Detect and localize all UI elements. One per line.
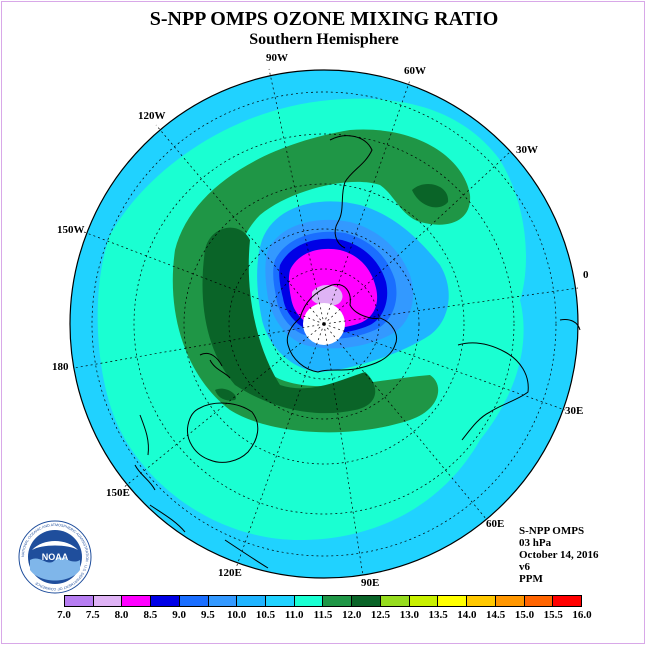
- coastline-new-zealand: [149, 504, 269, 569]
- coastline-antarctica: [286, 283, 397, 373]
- lon-label-30e: 30E: [565, 405, 583, 417]
- lon-label-150w: 150W: [57, 224, 85, 236]
- colorbar-swatch: [237, 596, 267, 606]
- colorbar-swatch: [294, 596, 324, 606]
- info-date: October 14, 2016: [519, 549, 599, 561]
- colorbar-swatch: [524, 596, 554, 606]
- coastline-australia: [186, 402, 259, 463]
- colorbar-swatch: [409, 596, 439, 606]
- info-units: PPM: [519, 573, 543, 585]
- noaa-logo-bird: [32, 541, 78, 550]
- colorbar-swatch: [467, 596, 496, 606]
- colorbar-tick-label: 11.5: [313, 609, 333, 621]
- lon-label-30w: 30W: [516, 144, 538, 156]
- graticule: [73, 68, 579, 577]
- coastlines: [134, 135, 581, 569]
- colorbar-swatch: [380, 596, 410, 606]
- colorbar-swatch: [151, 596, 180, 606]
- colorbar-swatch: [179, 596, 209, 606]
- lon-label-150e: 150E: [106, 487, 130, 499]
- noaa-logo-wave: [30, 557, 80, 581]
- field-core-light: [312, 284, 343, 307]
- coastline-islands: [134, 414, 156, 491]
- colorbar-swatch: [65, 596, 94, 606]
- coastline-africa-east: [559, 319, 581, 331]
- colorbar-swatch: [266, 596, 295, 606]
- colorbar-swatch: [208, 596, 238, 606]
- colorbar-tick-label: 12.0: [342, 609, 362, 621]
- colorbar-tick-label: 13.0: [399, 609, 419, 621]
- lon-label-90w: 90W: [266, 52, 288, 64]
- colorbar-tick-label: 7.0: [57, 609, 71, 621]
- lon-label-90e: 90E: [361, 577, 379, 589]
- colorbar-tick-label: 9.0: [172, 609, 186, 621]
- colorbar-swatch: [495, 596, 525, 606]
- info-instrument: S-NPP OMPS: [519, 525, 585, 537]
- colorbar-tick-label: 12.5: [370, 609, 391, 621]
- lon-label-60w: 60W: [404, 65, 426, 77]
- colorbar-tick-label: 10.5: [255, 609, 276, 621]
- coastline-ross-islands: [199, 352, 231, 379]
- colorbar-tick-label: 13.5: [428, 609, 448, 621]
- lon-label-0: 0: [583, 269, 589, 281]
- colorbar-tick-label: 15.0: [514, 609, 535, 621]
- lon-label-120w: 120W: [138, 110, 166, 122]
- field-dark-band: [202, 183, 449, 414]
- coastline-africa: [457, 342, 529, 441]
- colorbar: [64, 595, 582, 607]
- info-level: 03 hPa: [519, 537, 552, 549]
- colorbar-tick-label: 11.0: [284, 609, 304, 621]
- coastline-south-america: [329, 135, 373, 249]
- colorbar-tick-label: 14.5: [486, 609, 506, 621]
- product-info: S-NPP OMPS 03 hPa October 14, 2016 v6 PP…: [519, 525, 599, 585]
- longitude-labels: 90W 60W 30W 0 30E 60E 90E 120E 150E 180 …: [52, 52, 589, 589]
- noaa-logo-text: NOAA: [42, 552, 69, 562]
- map-subtitle: Southern Hemisphere: [249, 31, 399, 48]
- colorbar-tick-label: 8.0: [114, 609, 129, 621]
- colorbar-swatch: [323, 596, 353, 606]
- map-title: S-NPP OMPS OZONE MIXING RATIO: [149, 8, 499, 30]
- lon-label-60e: 60E: [486, 518, 504, 530]
- colorbar-swatch: [352, 596, 381, 606]
- info-version: v6: [519, 561, 530, 573]
- lon-label-120e: 120E: [218, 567, 242, 579]
- colorbar-tick-label: 10.0: [227, 609, 247, 621]
- colorbar-ticks: 7.0 7.5 8.0 8.5 9.0 9.5 10.0 10.5 11.0 11.5 12.0 12…: [57, 609, 592, 623]
- colorbar-tick-label: 9.5: [201, 609, 215, 621]
- colorbar-tick-label: 14.0: [457, 609, 477, 621]
- colorbar-swatch: [553, 596, 581, 606]
- colorbar-tick-label: 8.5: [143, 609, 158, 621]
- colorbar-tick-label: 7.5: [85, 609, 100, 621]
- lon-label-180: 180: [52, 361, 69, 373]
- colorbar-tick-label: 16.0: [572, 609, 592, 621]
- colorbar-tick-label: 15.5: [543, 609, 563, 621]
- map-boundary: [69, 69, 579, 579]
- noaa-logo: NOAA NATIONAL OCEANIC AND ATMOSPHERIC AD…: [18, 520, 92, 594]
- colorbar-swatch: [93, 596, 123, 606]
- colorbar-swatch: [122, 596, 152, 606]
- colorbar-swatch: [438, 596, 468, 606]
